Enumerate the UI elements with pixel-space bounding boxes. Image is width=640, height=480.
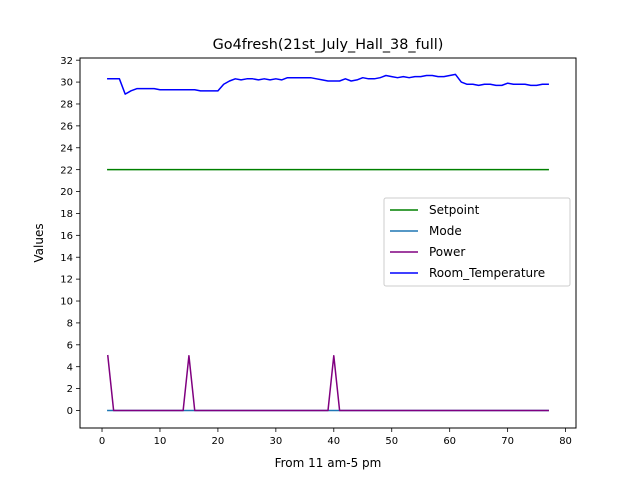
plot-area [79,57,577,429]
x-tick-label: 80 [559,436,572,447]
x-tick-label: 30 [269,436,282,447]
y-tick-label: 28 [60,100,73,111]
x-axis-label: From 11 am-5 pm [275,456,382,470]
y-tick-label: 24 [60,143,73,154]
x-tick-label: 60 [443,436,456,447]
legend-label-mode: Mode [429,224,462,238]
y-tick-label: 22 [60,165,73,176]
chart-title: Go4fresh(21st_July_Hall_38_full) [213,37,444,53]
legend: Setpoint Mode Power Room_Temperature [383,197,571,287]
series-line-room-temperature [107,73,549,95]
x-tick-label: 70 [501,436,514,447]
x-tick-label: 10 [154,436,167,447]
x-tick-label: 20 [212,436,225,447]
y-tick-label: 18 [60,209,73,220]
y-tick-label: 14 [60,253,73,264]
y-tick-label: 20 [60,187,73,198]
legend-box [383,197,571,287]
y-axis-label: Values [32,223,46,262]
y-tick-label: 16 [60,231,73,242]
legend-label-power: Power [429,245,465,259]
legend-label-room-temperature: Room_Temperature [429,266,545,280]
y-tick-label: 6 [67,340,73,351]
y-tick-label: 10 [60,297,73,308]
y-tick-label: 4 [67,362,73,373]
series-layer [106,73,549,412]
y-tick-label: 12 [60,275,73,286]
legend-label-setpoint: Setpoint [429,203,480,217]
y-tick-label: 2 [67,384,73,395]
y-tick-label: 8 [67,319,73,330]
y-tick-label: 32 [60,56,73,67]
x-tick-label: 0 [99,436,105,447]
legend-items: Setpoint Mode Power Room_Temperature [390,203,545,280]
x-tick-label: 40 [327,436,340,447]
y-tick-label: 0 [67,406,73,417]
plot-frame [79,57,577,429]
series-line-power [106,354,549,412]
y-tick-label: 30 [60,78,73,89]
x-tick-label: 50 [385,436,398,447]
y-tick-label: 26 [60,121,73,132]
x-axis: 0 10 20 30 40 50 60 70 80 [99,428,572,447]
